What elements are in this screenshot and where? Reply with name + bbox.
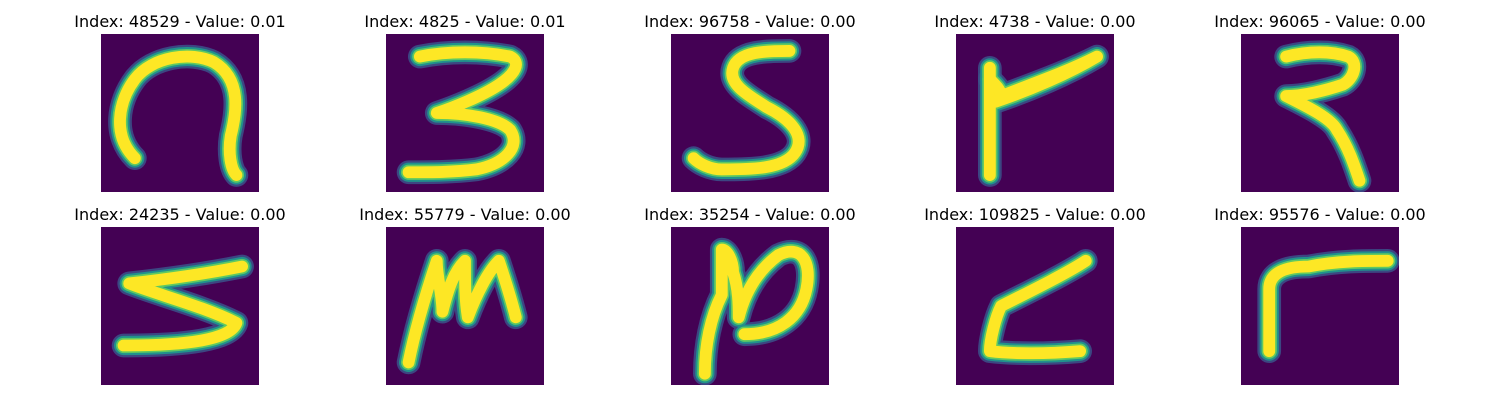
digit-image-hook [101,34,259,192]
digit-image-hook-three [1241,34,1399,192]
digit-image-three [386,34,544,192]
digit-image-zigzag [101,227,259,385]
digit-image-m [386,227,544,385]
panel-4: Index: 4738 - Value: 0.00 [905,12,1165,192]
panel-6: Index: 24235 - Value: 0.00 [50,205,310,385]
panel-title: Index: 96065 - Value: 0.00 [1214,12,1426,31]
panel-title: Index: 24235 - Value: 0.00 [74,205,286,224]
panel-2: Index: 4825 - Value: 0.01 [335,12,595,192]
panel-10: Index: 95576 - Value: 0.00 [1190,205,1450,385]
digit-image-flag [956,34,1114,192]
panel-5: Index: 96065 - Value: 0.00 [1190,12,1450,192]
digit-image-n-loop [671,227,829,385]
panel-title: Index: 95576 - Value: 0.00 [1214,205,1426,224]
panel-3: Index: 96758 - Value: 0.00 [620,12,880,192]
panel-7: Index: 55779 - Value: 0.00 [335,205,595,385]
digit-image-z [956,227,1114,385]
digit-image-s [671,34,829,192]
panel-title: Index: 55779 - Value: 0.00 [359,205,571,224]
panel-title: Index: 96758 - Value: 0.00 [644,12,856,31]
panel-9: Index: 109825 - Value: 0.00 [905,205,1165,385]
panel-title: Index: 35254 - Value: 0.00 [644,205,856,224]
panel-1: Index: 48529 - Value: 0.01 [50,12,310,192]
panel-title: Index: 4825 - Value: 0.01 [364,12,566,31]
panel-title: Index: 109825 - Value: 0.00 [924,205,1146,224]
panel-title: Index: 48529 - Value: 0.01 [74,12,286,31]
digit-image-corner [1241,227,1399,385]
panel-8: Index: 35254 - Value: 0.00 [620,205,880,385]
panel-title: Index: 4738 - Value: 0.00 [934,12,1136,31]
